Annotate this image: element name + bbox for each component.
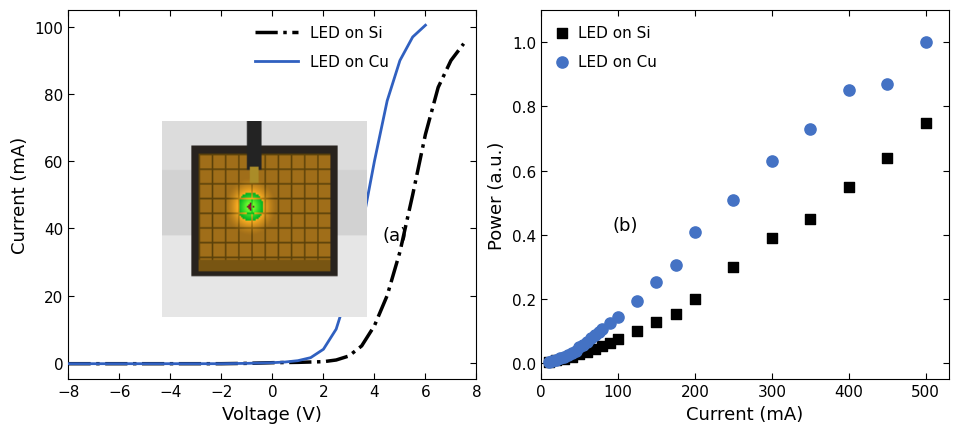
LED on Cu bbox=[62, 361, 74, 366]
LED on Si bbox=[611, 336, 626, 343]
LED on Si bbox=[330, 358, 342, 363]
Line: LED on Cu: LED on Cu bbox=[68, 26, 425, 364]
LED on Si bbox=[540, 358, 556, 365]
LED on Si bbox=[420, 132, 431, 138]
LED on Cu bbox=[241, 361, 252, 366]
X-axis label: Voltage (V): Voltage (V) bbox=[223, 405, 323, 423]
LED on Si bbox=[458, 42, 469, 47]
LED on Cu bbox=[369, 159, 380, 164]
LED on Si bbox=[165, 361, 177, 366]
LED on Cu bbox=[330, 327, 342, 332]
LED on Cu bbox=[576, 342, 591, 349]
LED on Cu bbox=[591, 329, 607, 335]
LED on Si bbox=[62, 361, 74, 366]
LED on Si bbox=[595, 342, 611, 349]
LED on Cu bbox=[292, 358, 303, 363]
LED on Si bbox=[588, 346, 603, 353]
LED on Cu bbox=[580, 339, 595, 345]
LED on Cu bbox=[726, 197, 741, 204]
LED on Cu bbox=[552, 355, 567, 362]
LED on Cu bbox=[216, 361, 228, 366]
LED on Si bbox=[580, 349, 595, 356]
LED on Cu bbox=[630, 298, 645, 305]
LED on Si bbox=[381, 293, 393, 299]
LED on Si bbox=[879, 155, 895, 162]
LED on Si bbox=[630, 328, 645, 335]
LED on Cu bbox=[588, 332, 603, 339]
LED on Cu bbox=[279, 360, 291, 365]
Text: (a): (a) bbox=[382, 227, 407, 244]
LED on Si bbox=[841, 184, 856, 191]
LED on Cu bbox=[649, 278, 664, 285]
LED on Cu bbox=[544, 358, 560, 365]
Text: (b): (b) bbox=[612, 217, 638, 235]
LED on Si bbox=[292, 360, 303, 365]
LED on Cu bbox=[556, 354, 571, 361]
LED on Si bbox=[445, 59, 457, 64]
Y-axis label: Power (a.u.): Power (a.u.) bbox=[489, 141, 506, 250]
LED on Cu bbox=[318, 347, 329, 352]
LED on Si bbox=[918, 120, 933, 127]
LED on Si bbox=[407, 193, 419, 198]
Y-axis label: Current (mA): Current (mA) bbox=[12, 137, 29, 254]
LED on Cu bbox=[395, 59, 406, 64]
Legend: LED on Si, LED on Cu: LED on Si, LED on Cu bbox=[248, 19, 396, 78]
LED on Si bbox=[687, 296, 703, 303]
LED on Si bbox=[395, 250, 406, 255]
LED on Cu bbox=[584, 335, 599, 342]
LED on Si bbox=[726, 264, 741, 271]
LED on Cu bbox=[567, 347, 583, 354]
LED on Si bbox=[764, 235, 780, 242]
LED on Cu bbox=[165, 361, 177, 366]
LED on Si bbox=[113, 361, 125, 366]
LED on Cu bbox=[305, 355, 317, 360]
LED on Cu bbox=[381, 99, 393, 104]
LED on Si bbox=[556, 355, 571, 362]
LED on Cu bbox=[879, 81, 895, 88]
LED on Cu bbox=[267, 360, 278, 365]
LED on Cu bbox=[407, 35, 419, 40]
LED on Cu bbox=[668, 263, 684, 270]
LED on Si bbox=[369, 323, 380, 329]
LED on Cu bbox=[764, 158, 780, 165]
LED on Cu bbox=[560, 352, 575, 359]
LED on Cu bbox=[841, 88, 856, 95]
LED on Cu bbox=[343, 286, 354, 292]
LED on Cu bbox=[918, 39, 933, 46]
LED on Cu bbox=[687, 229, 703, 236]
LED on Si bbox=[649, 319, 664, 326]
LED on Si bbox=[432, 85, 444, 91]
LED on Cu bbox=[803, 126, 818, 133]
LED on Cu bbox=[611, 314, 626, 321]
Legend: LED on Si, LED on Cu: LED on Si, LED on Cu bbox=[548, 19, 664, 78]
LED on Si bbox=[343, 354, 354, 359]
LED on Cu bbox=[356, 226, 368, 231]
LED on Si bbox=[356, 343, 368, 349]
LED on Cu bbox=[603, 320, 618, 327]
LED on Cu bbox=[571, 344, 587, 351]
LED on Cu bbox=[595, 326, 611, 332]
LED on Cu bbox=[548, 356, 564, 363]
LED on Si bbox=[548, 357, 564, 364]
LED on Si bbox=[267, 360, 278, 365]
LED on Cu bbox=[113, 361, 125, 366]
LED on Si bbox=[668, 310, 684, 317]
LED on Cu bbox=[564, 350, 579, 357]
LED on Si bbox=[241, 361, 252, 366]
X-axis label: Current (mA): Current (mA) bbox=[686, 405, 804, 423]
LED on Si bbox=[603, 339, 618, 346]
LED on Si bbox=[216, 361, 228, 366]
LED on Cu bbox=[420, 23, 431, 29]
LED on Si bbox=[318, 359, 329, 365]
Line: LED on Si: LED on Si bbox=[68, 45, 464, 364]
LED on Cu bbox=[540, 358, 556, 365]
LED on Si bbox=[564, 354, 579, 361]
LED on Si bbox=[803, 216, 818, 223]
LED on Si bbox=[571, 351, 587, 358]
